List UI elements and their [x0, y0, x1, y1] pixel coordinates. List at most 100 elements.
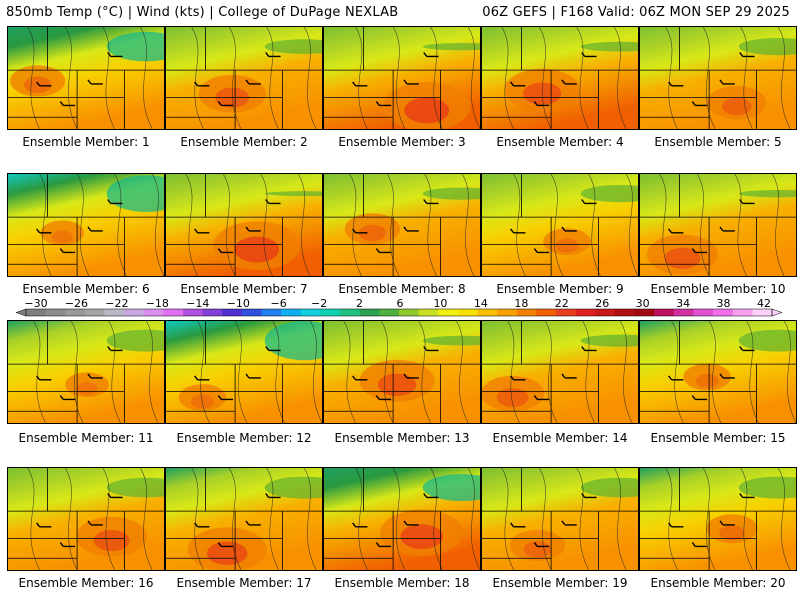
colorbar-segment	[26, 309, 46, 316]
colorbar-tick-label: 42	[757, 297, 771, 310]
colorbar-tick-label: −2	[311, 297, 327, 310]
colorbar-segment	[281, 309, 302, 316]
colorbar-segment	[732, 309, 753, 316]
colorbar-segment	[595, 309, 616, 316]
ensemble-member-map	[323, 320, 481, 424]
colorbar-segment	[65, 309, 86, 316]
colorbar-tick-label: −22	[105, 297, 128, 310]
colorbar-tick-label: 26	[595, 297, 609, 310]
colorbar-segment	[536, 309, 557, 316]
ensemble-member-map	[323, 467, 481, 571]
colorbar-segment	[300, 309, 321, 316]
member-label: Ensemble Member: 11	[18, 431, 154, 445]
colorbar-segment	[183, 309, 203, 316]
temperature-colorbar: −30 −26 −22 −18 −14 −10 −6 −2 2 6 10 14 18 22 26 30 34 38…	[15, 297, 783, 317]
member-label: Ensemble Member: 17	[176, 576, 312, 590]
colorbar-segment	[713, 309, 734, 316]
colorbar-tick-label: −14	[186, 297, 209, 310]
colorbar-segment	[163, 309, 184, 316]
colorbar-right-arrow	[771, 308, 783, 317]
ensemble-member-map	[481, 467, 639, 571]
colorbar-tick-label: 6	[397, 297, 404, 310]
ensemble-member-map	[7, 173, 165, 277]
colorbar-segment	[673, 309, 694, 316]
colorbar-segment	[693, 309, 714, 316]
colorbar-segment	[477, 309, 498, 316]
colorbar-segment	[438, 309, 459, 316]
member-label: Ensemble Member: 8	[338, 282, 466, 296]
colorbar-segment	[575, 309, 596, 316]
colorbar-segment	[261, 309, 282, 316]
colorbar-tick-label: −30	[24, 297, 47, 310]
colorbar-tick-label: −26	[65, 297, 88, 310]
colorbar-segment	[359, 309, 380, 316]
colorbar-segment	[143, 309, 164, 316]
colorbar-tick-label: 18	[514, 297, 528, 310]
colorbar-tick-label: −18	[146, 297, 169, 310]
member-label: Ensemble Member: 14	[492, 431, 628, 445]
member-label: Ensemble Member: 10	[650, 282, 786, 296]
ensemble-member-map	[481, 320, 639, 424]
colorbar-segment	[104, 309, 125, 316]
member-label: Ensemble Member: 3	[338, 135, 466, 149]
ensemble-member-map	[639, 467, 797, 571]
ensemble-member-map	[481, 26, 639, 130]
member-label: Ensemble Member: 12	[176, 431, 312, 445]
colorbar-tick-label: −10	[227, 297, 250, 310]
colorbar-tick-label: 34	[676, 297, 690, 310]
colorbar-segment	[340, 309, 361, 316]
colorbar-segment	[45, 309, 66, 316]
ensemble-member-map	[7, 320, 165, 424]
colorbar-segment	[222, 309, 243, 316]
member-label: Ensemble Member: 15	[650, 431, 786, 445]
ensemble-member-map	[481, 173, 639, 277]
colorbar-tick-label: 14	[474, 297, 488, 310]
colorbar-segment	[654, 309, 675, 316]
ensemble-member-map	[165, 173, 323, 277]
member-label: Ensemble Member: 4	[496, 135, 624, 149]
member-label: Ensemble Member: 5	[654, 135, 782, 149]
ensemble-member-map	[7, 467, 165, 571]
ensemble-member-map	[7, 26, 165, 130]
colorbar-segment	[418, 309, 439, 316]
colorbar-segment	[399, 309, 419, 316]
ensemble-member-map	[639, 173, 797, 277]
colorbar-left-arrow	[15, 308, 27, 317]
ensemble-member-map	[165, 467, 323, 571]
member-label: Ensemble Member: 19	[492, 576, 628, 590]
colorbar-segment	[320, 309, 341, 316]
colorbar-segment	[497, 309, 518, 316]
colorbar-segment	[124, 309, 145, 316]
colorbar-tick-label: 38	[717, 297, 731, 310]
colorbar-tick-label: −6	[271, 297, 287, 310]
member-label: Ensemble Member: 20	[650, 576, 786, 590]
member-label: Ensemble Member: 18	[334, 576, 470, 590]
member-label: Ensemble Member: 1	[22, 135, 150, 149]
colorbar-segment	[752, 309, 773, 316]
map-title: 850mb Temp (°C) | Wind (kts) | College o…	[6, 5, 399, 20]
member-label: Ensemble Member: 6	[22, 282, 150, 296]
colorbar-segment	[84, 309, 105, 316]
ensemble-member-map	[165, 320, 323, 424]
colorbar-tick-label: 30	[636, 297, 650, 310]
colorbar-segment	[556, 309, 576, 316]
colorbar-tick-label: 2	[356, 297, 363, 310]
colorbar-segment	[614, 309, 635, 316]
ensemble-member-map	[639, 320, 797, 424]
colorbar-tick-label: 22	[555, 297, 569, 310]
ensemble-member-map	[323, 173, 481, 277]
colorbar-segment	[634, 309, 655, 316]
colorbar-segment	[516, 309, 537, 316]
ensemble-member-map	[639, 26, 797, 130]
colorbar-segment	[457, 309, 478, 316]
colorbar-tick-label: 10	[433, 297, 447, 310]
colorbar-segment	[379, 309, 400, 316]
colorbar-outline	[25, 308, 773, 317]
colorbar-segment	[202, 309, 223, 316]
ensemble-member-map	[165, 26, 323, 130]
member-label: Ensemble Member: 9	[496, 282, 624, 296]
member-label: Ensemble Member: 16	[18, 576, 154, 590]
member-label: Ensemble Member: 2	[180, 135, 308, 149]
colorbar-segment	[241, 309, 262, 316]
ensemble-member-map	[323, 26, 481, 130]
